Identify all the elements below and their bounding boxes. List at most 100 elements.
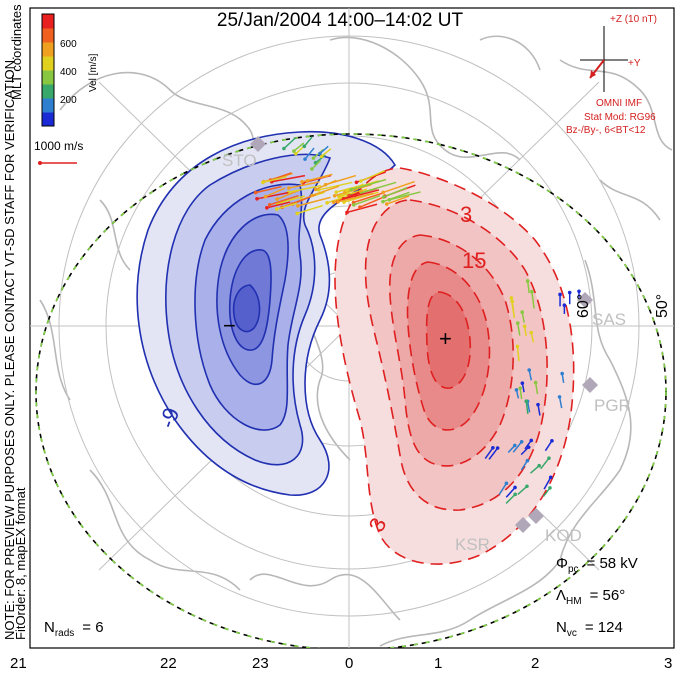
- velocity-vector: [288, 181, 320, 189]
- velocity-vector-origin: [311, 156, 316, 160]
- velocity-vector: [517, 485, 528, 495]
- velocity-vector-origin: [275, 207, 279, 211]
- svg-text:ΛHM= 56°: ΛHM = 56°: [556, 587, 625, 607]
- velocity-vector-origin: [519, 439, 524, 444]
- velocity-vector-origin: [359, 179, 363, 183]
- mlt-coordinates-label: MLT coordinates: [9, 4, 24, 100]
- mlt-tick-21: 21: [10, 655, 27, 672]
- colorbar-segment: [42, 56, 54, 71]
- velocity-vector-origin: [518, 386, 522, 390]
- velocity-vector-origin: [381, 195, 386, 199]
- velocity-vectors: [253, 136, 581, 504]
- velocity-vector-origin: [526, 445, 531, 449]
- velocity-vector: [540, 457, 550, 470]
- velocity-vector-origin: [332, 193, 337, 198]
- velocity-vector: [505, 493, 516, 504]
- stat-lambda: ΛHM = 56°: [556, 587, 625, 607]
- mlt-tick-22: 22: [160, 655, 177, 672]
- velocity-vector-origin: [318, 151, 322, 156]
- velocity-vector: [353, 192, 383, 204]
- radar-site-kod-icon: [528, 508, 544, 524]
- velocity-vector: [488, 447, 499, 460]
- dusk-cell: [136, 130, 397, 496]
- velocity-vector: [296, 204, 323, 215]
- velocity-vector: [386, 195, 410, 205]
- velocity-vector: [321, 148, 332, 157]
- velocity-vector-origin: [524, 399, 529, 404]
- velocity-vector-origin: [567, 290, 572, 295]
- velocity-vector-origin: [387, 197, 392, 202]
- svg-text:Nrads= 6: Nrads = 6: [44, 619, 104, 639]
- velocity-vector: [360, 170, 385, 182]
- imf-condition: Bz-/By-, 6<BT<12: [566, 125, 646, 136]
- colorbar-frame: [41, 13, 55, 127]
- velocity-vector: [558, 396, 563, 409]
- mlt-tick-3: 3: [664, 655, 672, 672]
- radar-site-ksr-icon: [515, 517, 531, 533]
- velocity-vector-origin: [520, 381, 525, 385]
- fit-order-note: FitOrder: 8, mapEX format: [13, 487, 28, 640]
- colorbar-segment: [42, 112, 54, 127]
- radar-site-sas-icon: [577, 292, 593, 308]
- velocity-vector-origin: [302, 144, 307, 149]
- velocity-vector-origin: [530, 289, 534, 294]
- velocity-vector-origin: [537, 463, 541, 468]
- velocity-vector: [319, 145, 329, 155]
- velocity-vector: [346, 203, 378, 214]
- radar-label-ksr: KSR: [455, 535, 490, 554]
- velocity-vector-origin: [351, 203, 356, 207]
- velocity-vector-origin: [525, 279, 530, 283]
- velocity-vector: [269, 194, 299, 206]
- velocity-vector-origin: [310, 193, 314, 198]
- velocity-vector: [315, 154, 326, 164]
- velocity-vector: [526, 280, 530, 294]
- velocity-vector-origin: [349, 187, 353, 192]
- velocity-vector: [288, 184, 322, 193]
- radar-label-sto: STO: [222, 151, 257, 170]
- velocity-vector-origin: [261, 180, 265, 185]
- velocity-vector: [361, 181, 397, 194]
- velocity-vector: [283, 137, 297, 150]
- velocity-vector: [484, 447, 494, 460]
- velocity-vector-origin: [334, 190, 339, 194]
- velocity-vector-origin: [295, 211, 300, 216]
- velocity-vector: [510, 297, 515, 312]
- velocity-vector: [277, 195, 305, 205]
- velocity-vector: [520, 460, 529, 471]
- svg-text:Nvc= 124: Nvc = 124: [556, 619, 623, 639]
- velocity-vector-origin: [381, 199, 385, 204]
- radar-sites: [250, 136, 598, 533]
- velocity-vector-origin: [319, 154, 324, 159]
- velocity-vector-origin: [381, 190, 385, 195]
- velocity-vector-origin: [265, 205, 269, 210]
- dawn-cell: [334, 167, 575, 565]
- velocity-vector-origin: [344, 188, 349, 193]
- scale-vector-label: 1000 m/s: [34, 139, 83, 153]
- colorbar-segment: [42, 70, 54, 85]
- velocity-vector-origin: [267, 202, 272, 207]
- colorbar-segment: [42, 14, 54, 29]
- velocity-vector-origin: [331, 200, 336, 205]
- velocity-vector-origin: [300, 180, 304, 184]
- velocity-vector: [544, 440, 553, 452]
- velocity-vector: [382, 191, 410, 203]
- velocity-vector-origin: [515, 344, 520, 349]
- potential-min-marker: −: [223, 313, 236, 338]
- velocity-vector: [266, 201, 291, 209]
- svg-text:Φpc= 58 kV: Φpc = 58 kV: [556, 555, 638, 575]
- velocity-vector: [537, 404, 541, 416]
- velocity-vector: [517, 322, 521, 336]
- velocity-vector: [297, 196, 331, 207]
- stat-phi: Φpc = 58 kV: [556, 555, 638, 575]
- colorbar-label: Vel [m/s]: [88, 53, 99, 92]
- velocity-vector-origin: [548, 475, 553, 480]
- colorbar-segment: [42, 84, 54, 99]
- velocity-vector-origin: [513, 443, 517, 448]
- velocity-vector: [255, 185, 282, 194]
- velocity-vector-origin: [550, 439, 554, 443]
- potential-max-marker: +: [439, 326, 452, 351]
- velocity-vector: [512, 441, 523, 453]
- velocity-vector: [353, 195, 381, 206]
- velocity-vector-origin: [296, 204, 300, 208]
